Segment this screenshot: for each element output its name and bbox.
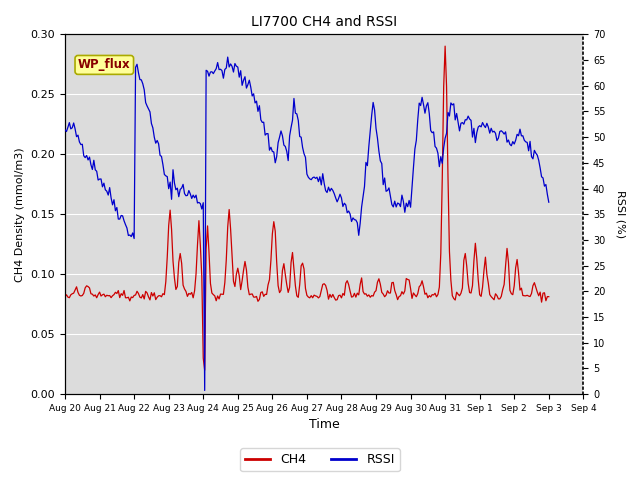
- Text: WP_flux: WP_flux: [78, 59, 131, 72]
- Legend: CH4, RSSI: CH4, RSSI: [240, 448, 400, 471]
- Y-axis label: CH4 Density (mmol/m3): CH4 Density (mmol/m3): [15, 147, 25, 282]
- Title: LI7700 CH4 and RSSI: LI7700 CH4 and RSSI: [251, 15, 397, 29]
- Y-axis label: RSSI (%): RSSI (%): [615, 190, 625, 238]
- X-axis label: Time: Time: [309, 419, 340, 432]
